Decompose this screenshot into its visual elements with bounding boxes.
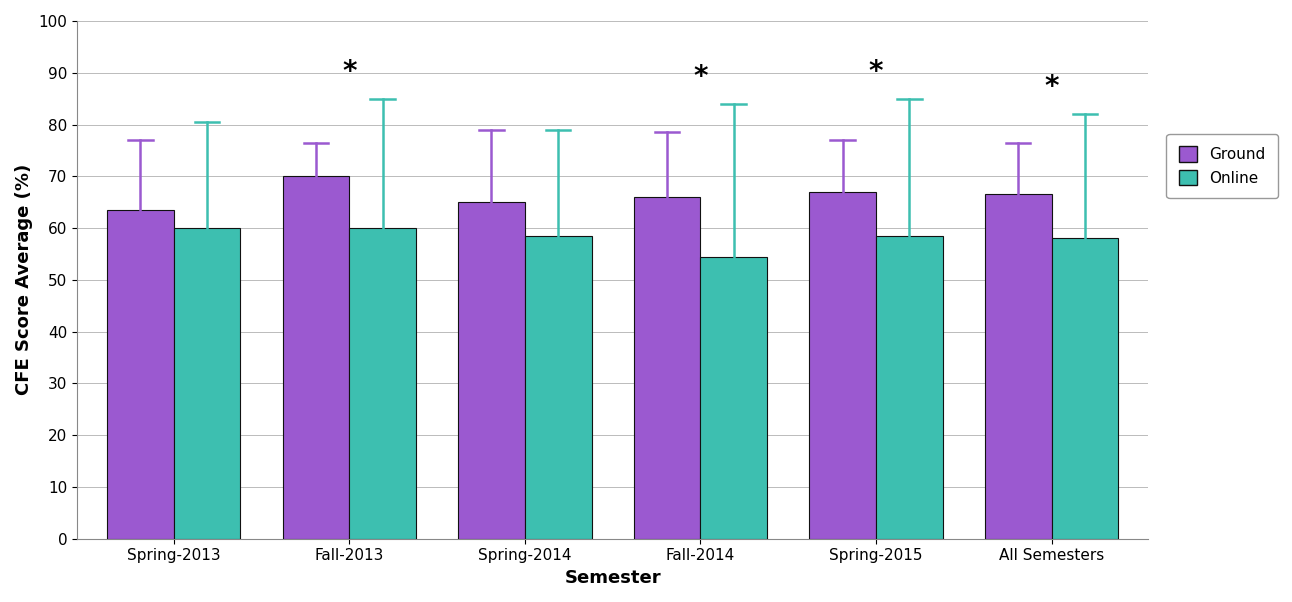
X-axis label: Semester: Semester bbox=[565, 569, 662, 587]
Text: *: * bbox=[693, 63, 708, 91]
Bar bbox=[107, 210, 173, 539]
Legend: Ground, Online: Ground, Online bbox=[1167, 134, 1278, 198]
Text: *: * bbox=[342, 58, 357, 85]
Bar bbox=[985, 194, 1052, 539]
Bar bbox=[283, 176, 349, 539]
Bar bbox=[700, 256, 767, 539]
Y-axis label: CFE Score Average (%): CFE Score Average (%) bbox=[16, 164, 34, 396]
Bar bbox=[633, 197, 700, 539]
Bar bbox=[459, 202, 525, 539]
Bar bbox=[1052, 238, 1119, 539]
Bar bbox=[876, 236, 943, 539]
Text: *: * bbox=[1044, 73, 1058, 101]
Bar bbox=[349, 228, 416, 539]
Text: *: * bbox=[868, 58, 884, 85]
Bar bbox=[525, 236, 592, 539]
Bar bbox=[809, 192, 876, 539]
Bar bbox=[173, 228, 240, 539]
